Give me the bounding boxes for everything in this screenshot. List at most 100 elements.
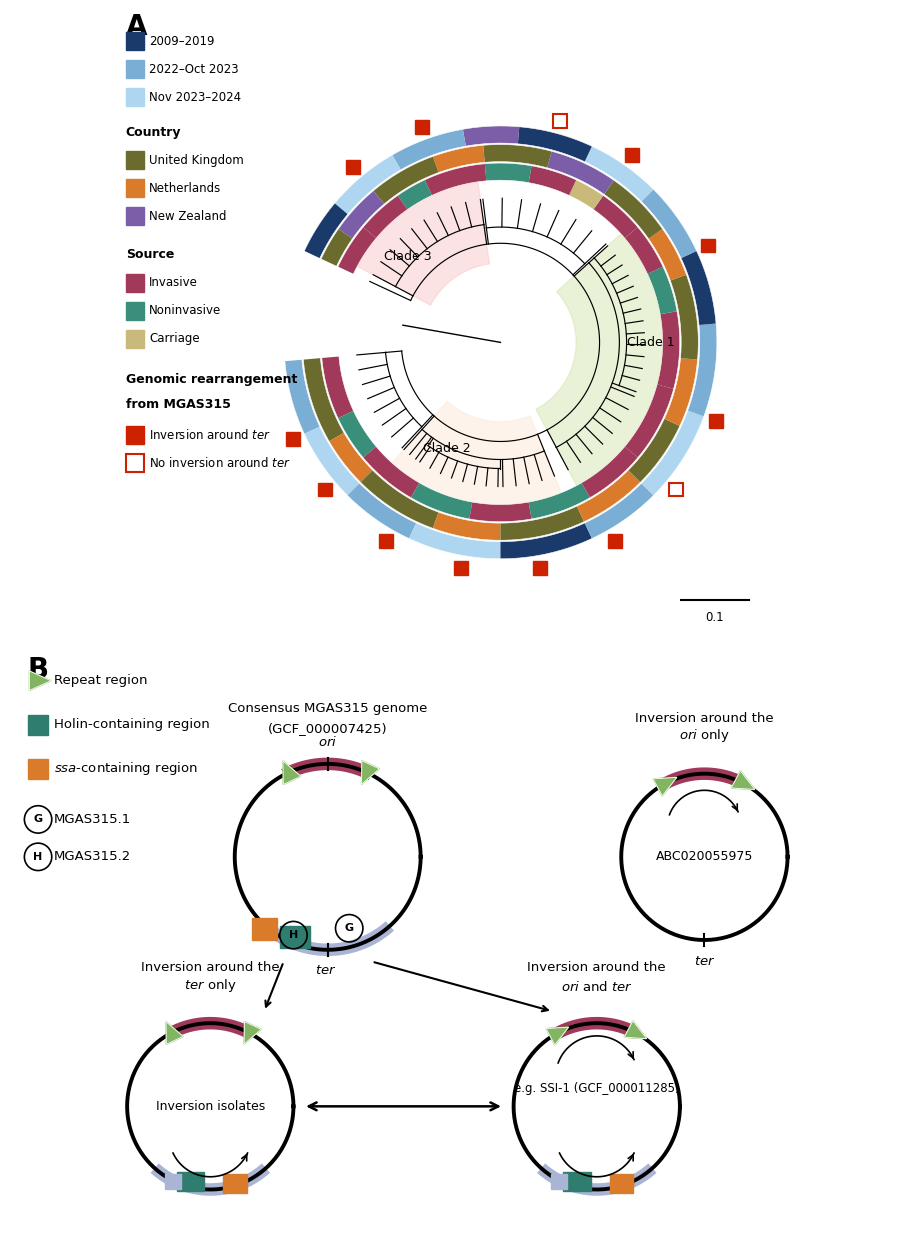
Polygon shape bbox=[338, 191, 384, 239]
Polygon shape bbox=[485, 164, 532, 182]
Polygon shape bbox=[321, 229, 353, 265]
Bar bbox=[669, 483, 683, 497]
Polygon shape bbox=[664, 359, 698, 426]
Polygon shape bbox=[357, 181, 490, 306]
Polygon shape bbox=[528, 166, 576, 195]
Bar bbox=[553, 114, 567, 128]
Polygon shape bbox=[657, 311, 680, 389]
Bar bbox=[534, 561, 547, 575]
Bar bbox=[126, 151, 144, 170]
Text: Invasive: Invasive bbox=[149, 277, 198, 289]
Polygon shape bbox=[569, 180, 603, 210]
Polygon shape bbox=[625, 385, 673, 458]
Text: Source: Source bbox=[126, 249, 174, 262]
Bar bbox=[609, 1174, 633, 1194]
Polygon shape bbox=[628, 419, 680, 482]
Polygon shape bbox=[647, 267, 677, 314]
Text: $\it{ter}$: $\it{ter}$ bbox=[315, 965, 337, 977]
Text: B: B bbox=[27, 657, 49, 684]
Bar bbox=[126, 180, 144, 198]
Bar bbox=[709, 414, 723, 428]
Bar bbox=[608, 533, 622, 547]
Text: ABC020055975: ABC020055975 bbox=[656, 850, 753, 863]
Polygon shape bbox=[303, 359, 344, 442]
Bar bbox=[28, 715, 48, 735]
Polygon shape bbox=[536, 234, 662, 486]
Bar bbox=[454, 561, 467, 575]
Polygon shape bbox=[518, 127, 592, 162]
Text: Inversion around the: Inversion around the bbox=[141, 961, 280, 974]
Bar bbox=[415, 121, 429, 135]
Text: Repeat region: Repeat region bbox=[54, 674, 148, 687]
Polygon shape bbox=[322, 356, 354, 418]
Bar bbox=[280, 926, 310, 949]
Bar bbox=[552, 1174, 567, 1189]
Text: No inversion around $\it{ter}$: No inversion around $\it{ter}$ bbox=[149, 457, 291, 470]
Text: $\it{ori}$: $\it{ori}$ bbox=[318, 735, 338, 750]
Text: Netherlands: Netherlands bbox=[149, 182, 221, 195]
Text: G: G bbox=[345, 923, 354, 933]
Polygon shape bbox=[585, 483, 653, 538]
Bar bbox=[625, 148, 639, 161]
Text: Consensus MGAS315 genome: Consensus MGAS315 genome bbox=[228, 702, 428, 715]
Bar bbox=[165, 1174, 181, 1189]
Text: H: H bbox=[289, 930, 298, 940]
Polygon shape bbox=[409, 523, 500, 559]
Text: Inversion around the: Inversion around the bbox=[635, 712, 774, 725]
Bar bbox=[28, 759, 48, 779]
Text: New Zealand: New Zealand bbox=[149, 210, 227, 223]
Text: Country: Country bbox=[126, 126, 181, 138]
Polygon shape bbox=[649, 229, 687, 281]
Polygon shape bbox=[500, 523, 592, 559]
Bar bbox=[126, 208, 144, 225]
Polygon shape bbox=[688, 323, 717, 416]
Polygon shape bbox=[166, 1021, 183, 1044]
Polygon shape bbox=[362, 761, 380, 784]
Polygon shape bbox=[285, 360, 320, 434]
Polygon shape bbox=[374, 156, 438, 204]
Bar bbox=[346, 160, 360, 174]
Polygon shape bbox=[681, 250, 716, 325]
Text: Clade 3: Clade 3 bbox=[384, 250, 431, 263]
Text: $\it{ter}$: $\it{ter}$ bbox=[694, 955, 716, 967]
Bar bbox=[126, 274, 144, 292]
Polygon shape bbox=[653, 777, 677, 796]
Polygon shape bbox=[347, 483, 416, 538]
Polygon shape bbox=[547, 151, 614, 194]
Bar bbox=[126, 302, 144, 320]
Text: $\it{ssa}$-containing region: $\it{ssa}$-containing region bbox=[54, 760, 197, 777]
Polygon shape bbox=[304, 426, 359, 496]
Text: Clade 1: Clade 1 bbox=[626, 336, 674, 348]
Polygon shape bbox=[625, 228, 663, 274]
Bar bbox=[176, 1171, 204, 1191]
Polygon shape bbox=[433, 512, 500, 540]
Text: (GCF_000007425): (GCF_000007425) bbox=[268, 722, 388, 735]
Bar bbox=[252, 918, 277, 940]
Text: G: G bbox=[33, 814, 42, 824]
Text: United Kingdom: United Kingdom bbox=[149, 153, 244, 167]
Polygon shape bbox=[283, 761, 301, 785]
Polygon shape bbox=[642, 190, 697, 258]
Text: MGAS315.2: MGAS315.2 bbox=[54, 850, 131, 863]
Bar bbox=[701, 239, 715, 253]
Text: MGAS315.1: MGAS315.1 bbox=[54, 813, 131, 827]
Text: Carriage: Carriage bbox=[149, 332, 200, 345]
Bar bbox=[379, 533, 392, 547]
Polygon shape bbox=[363, 447, 419, 498]
Text: Genomic rearrangement: Genomic rearrangement bbox=[126, 372, 297, 386]
Text: 0.1: 0.1 bbox=[706, 611, 724, 624]
Bar bbox=[563, 1171, 590, 1191]
Polygon shape bbox=[329, 433, 373, 482]
Polygon shape bbox=[625, 1021, 647, 1039]
Text: $\it{ter}$ only: $\it{ter}$ only bbox=[184, 976, 237, 994]
Text: e.g. SSI-1 (GCF_000011285): e.g. SSI-1 (GCF_000011285) bbox=[514, 1082, 680, 1096]
Polygon shape bbox=[581, 447, 638, 498]
Text: Holin-containing region: Holin-containing region bbox=[54, 718, 210, 731]
Polygon shape bbox=[642, 410, 704, 496]
Polygon shape bbox=[410, 483, 473, 520]
Text: 2009–2019: 2009–2019 bbox=[149, 35, 214, 48]
Polygon shape bbox=[335, 155, 400, 214]
Bar bbox=[126, 33, 144, 50]
Text: $\it{ori}$ only: $\it{ori}$ only bbox=[679, 727, 730, 745]
Bar bbox=[126, 60, 144, 78]
